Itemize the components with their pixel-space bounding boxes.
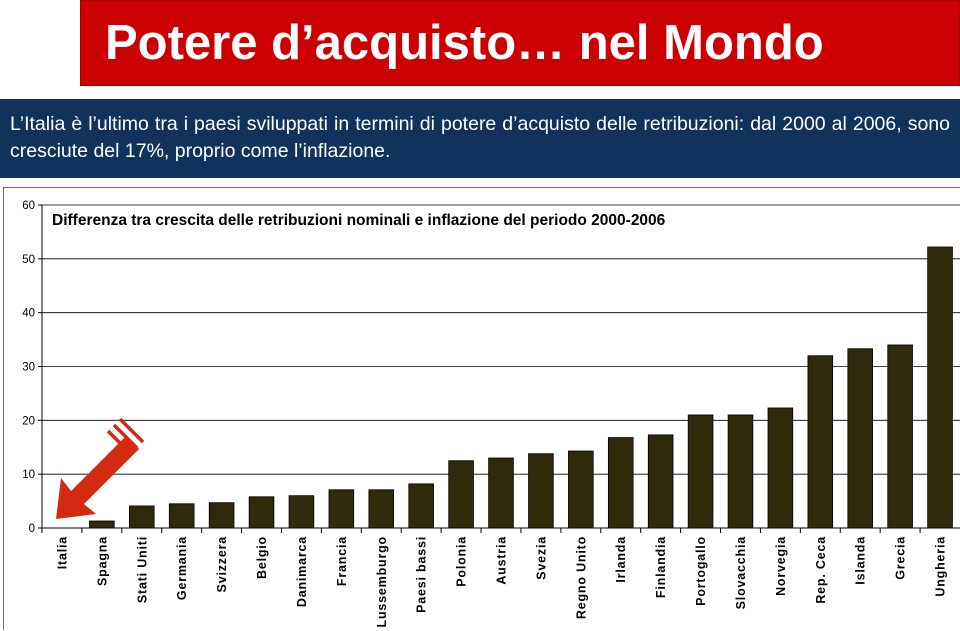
bar-lussemburgo	[368, 489, 395, 529]
x-tick-label: Grecia	[894, 536, 908, 580]
x-tick-label: Regno Unito	[574, 536, 588, 619]
y-tick-label: 20	[22, 415, 35, 427]
bar-austria	[488, 457, 514, 529]
x-tick-label: Slovacchia	[734, 536, 748, 610]
x-tick-label: Ungheria	[934, 536, 948, 597]
subtitle-banner: L’Italia è l’ultimo tra i paesi sviluppa…	[0, 99, 960, 178]
x-tick-label: Austria	[495, 536, 509, 585]
y-tick-label: 10	[22, 469, 35, 481]
x-tick-label: Spagna	[95, 536, 109, 586]
x-tick-label: Svezia	[534, 536, 548, 580]
y-tick-label: 60	[22, 200, 35, 212]
page-title: Potere d’acquisto… nel Mondo	[105, 16, 824, 70]
bar-ungheria	[927, 246, 953, 529]
x-tick-label: Islanda	[854, 536, 868, 585]
bar-danimarca	[288, 495, 315, 529]
y-tick-label: 50	[22, 254, 35, 266]
bar-norvegia	[767, 407, 794, 529]
bar-francia	[328, 489, 355, 529]
chart-title: Differenza tra crescita delle retribuzio…	[52, 212, 666, 229]
x-tick-label: Portogallo	[694, 536, 708, 606]
x-tick-label: Rep. Ceca	[814, 536, 828, 604]
bar-svizzera	[208, 502, 235, 529]
bar-stati-uniti	[129, 505, 155, 529]
x-tick-label: Germania	[175, 536, 189, 600]
bar-svezia	[528, 453, 554, 529]
x-tick-label: Paesi bassi	[415, 536, 429, 613]
x-tick-label: Polonia	[455, 536, 469, 587]
bar-chart: 0 10 20 30 40 50 60 Italia Spagna Stati Uniti Germ…	[22, 200, 960, 627]
subtitle-text: L’Italia è l’ultimo tra i paesi sviluppa…	[10, 113, 950, 162]
x-tick-label: Lussemburgo	[375, 536, 389, 627]
x-tick-label: Belgio	[255, 536, 269, 579]
bar-belgio	[248, 496, 275, 529]
x-tick-label: Francia	[335, 536, 349, 586]
bar-germania	[168, 503, 195, 529]
y-tick-label: 0	[29, 523, 35, 535]
bar-portogallo	[687, 414, 714, 529]
arrow-stripe-3	[118, 417, 145, 444]
x-tick-label: Stati Uniti	[135, 536, 149, 603]
arrow-stripe-1	[106, 429, 133, 456]
bar-polonia	[448, 460, 474, 529]
bar-finlandia	[647, 434, 674, 529]
bar-regno-unito	[568, 450, 594, 529]
x-tick-label: Norvegia	[774, 536, 788, 596]
arrow-stripe-2	[112, 423, 139, 450]
bar-slovacchia	[727, 414, 754, 529]
bar-grecia	[887, 344, 913, 529]
y-tick-label: 40	[22, 308, 35, 320]
bar-spagna	[89, 520, 115, 529]
x-tick-label: Danimarca	[295, 536, 309, 607]
chart-panel: 0 10 20 30 40 50 60 Italia Spagna Stati Uniti Germ…	[3, 187, 960, 630]
x-tick-label: Italia	[55, 536, 69, 570]
x-tick-label: Irlanda	[614, 536, 628, 583]
bar-islanda	[847, 348, 873, 529]
x-tick-label: Finlandia	[654, 536, 668, 598]
bar-rep-ceca	[807, 355, 834, 529]
bar-irlanda	[607, 437, 634, 529]
bar-paesi-bassi	[408, 483, 434, 529]
x-tick-label: Svizzera	[215, 536, 229, 593]
arrow-icon	[56, 436, 139, 519]
y-tick-label: 30	[22, 362, 35, 374]
title-bar: Potere d’acquisto… nel Mondo	[80, 0, 960, 86]
